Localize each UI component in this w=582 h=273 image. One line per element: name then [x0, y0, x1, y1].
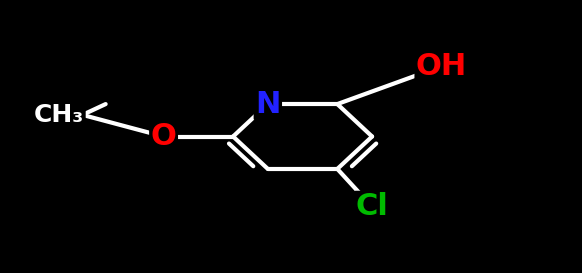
Text: CH₃: CH₃	[34, 103, 84, 127]
Text: OH: OH	[416, 52, 467, 81]
Text: Cl: Cl	[356, 192, 389, 221]
Text: O: O	[151, 122, 176, 151]
Text: N: N	[255, 90, 281, 118]
